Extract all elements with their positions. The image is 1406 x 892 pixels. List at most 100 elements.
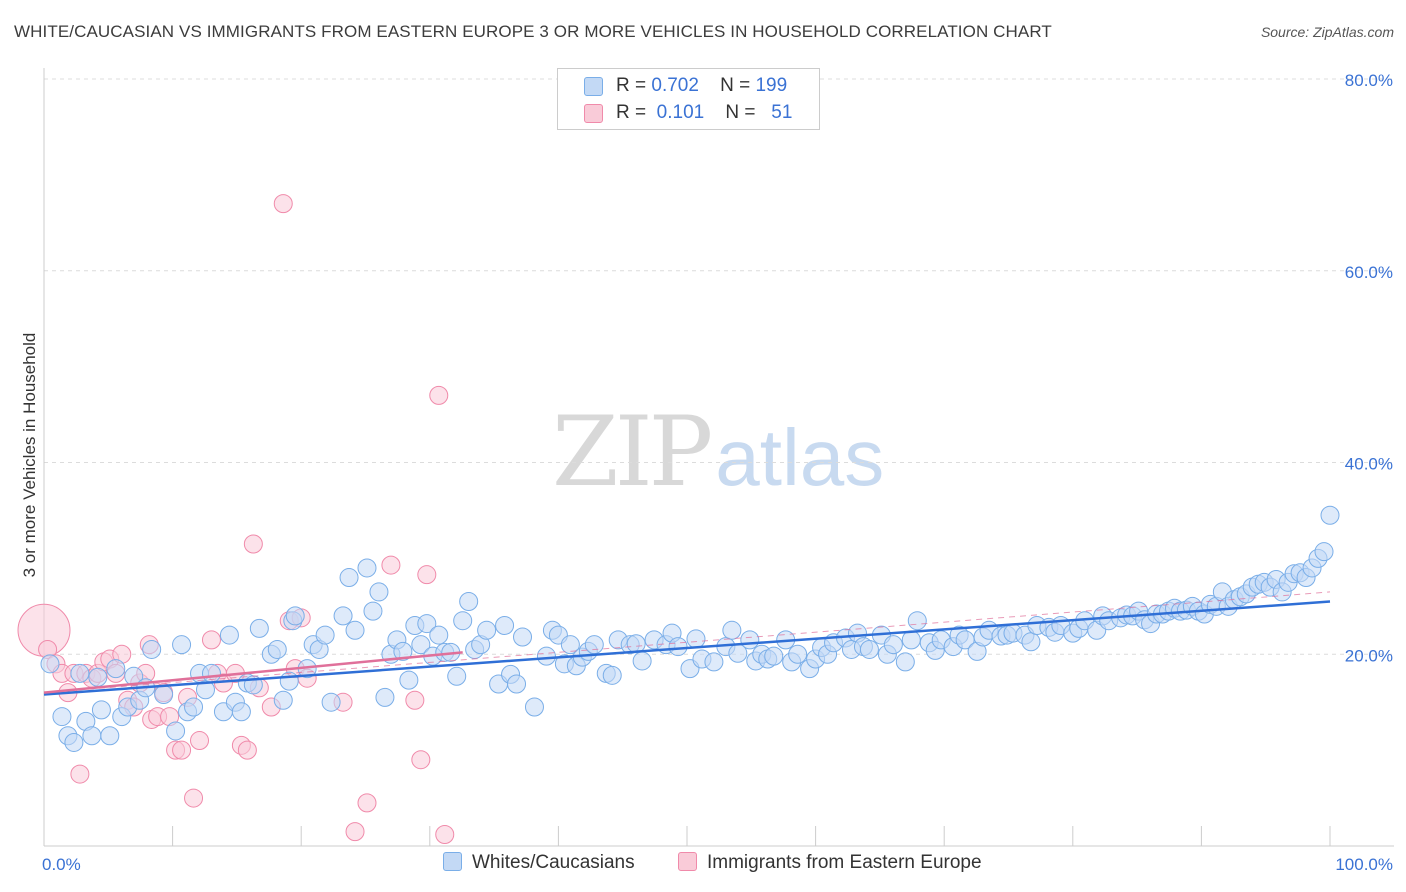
blue-point (764, 646, 784, 666)
blue-point (393, 641, 413, 661)
pink-point (381, 555, 401, 575)
pink-point (172, 740, 192, 760)
blue-point (399, 670, 419, 690)
blue-point (859, 639, 879, 659)
legend-n-label: N = (725, 102, 756, 123)
blue-point (166, 721, 186, 741)
pink-point (70, 764, 90, 784)
blue-point (321, 692, 341, 712)
blue-point (91, 700, 111, 720)
blue-point (369, 582, 389, 602)
blue-point (722, 620, 742, 640)
blue-point (88, 667, 108, 687)
blue-point (363, 601, 383, 621)
blue-point (447, 666, 467, 686)
pink-point (429, 385, 449, 405)
blue-point (459, 592, 479, 612)
pink-point (201, 630, 221, 650)
blue-point (524, 697, 544, 717)
legend-n-value: 199 (755, 75, 788, 96)
watermark-zip: ZIP (552, 396, 713, 508)
y-tick-label: 20.0% (1345, 646, 1393, 665)
blue-point (536, 646, 556, 666)
blue-point (477, 620, 497, 640)
pink-trend-extension (43, 591, 1331, 694)
chart-title: WHITE/CAUCASIAN VS IMMIGRANTS FROM EASTE… (14, 22, 1052, 41)
x-tick-label: 0.0% (42, 855, 81, 874)
blue-point (219, 625, 239, 645)
blue-point (333, 606, 353, 626)
bottom-legend-whites: Whites/Caucasians (443, 852, 635, 874)
pink-point (435, 824, 455, 844)
blue-point (315, 625, 335, 645)
blue-point (273, 690, 293, 710)
legend-r-label: R = (616, 102, 647, 123)
source-note: Source: ZipAtlas.com (1260, 24, 1394, 40)
blue-point (375, 687, 395, 707)
pink-point (405, 690, 425, 710)
pink-point (243, 534, 263, 554)
legend-n-label: N = (720, 75, 751, 96)
blue-point (231, 702, 251, 722)
blue-point (267, 639, 287, 659)
blue-point (249, 618, 269, 638)
blue-point (895, 652, 915, 672)
blue-point (584, 635, 604, 655)
blue-point (507, 674, 527, 694)
y-tick-label: 80.0% (1345, 71, 1393, 90)
blue-point (495, 615, 515, 635)
pink-point (273, 194, 293, 214)
blue-point (602, 665, 622, 685)
pink-trend-line (43, 651, 463, 694)
blue-point (345, 620, 365, 640)
blue-point (632, 651, 652, 671)
blue-point (1021, 632, 1041, 652)
pink-point (357, 793, 377, 813)
legend-label-immigrants: Immigrants from Eastern Europe (707, 852, 982, 873)
blue-point (172, 635, 192, 655)
blue-point (100, 726, 120, 746)
legend-r-label: R = (616, 75, 647, 96)
blue-point (668, 637, 688, 657)
blue-point (429, 625, 449, 645)
blue-point (70, 663, 90, 683)
legend-r-value: 0.101 (656, 102, 705, 123)
pink-point (184, 788, 204, 808)
y-tick-label: 40.0% (1345, 455, 1393, 474)
legend-label-whites: Whites/Caucasians (472, 852, 635, 873)
blue-point (64, 732, 84, 752)
blue-point (513, 627, 533, 647)
blue-point (453, 611, 473, 631)
blue-point (560, 635, 580, 655)
blue-point (357, 558, 377, 578)
legend-n-value: 51 (771, 102, 793, 123)
y-tick-label: 60.0% (1345, 263, 1393, 282)
blue-point (417, 614, 437, 634)
watermark-atlas: atlas (715, 413, 885, 502)
blue-point (82, 726, 102, 746)
blue-point (686, 629, 706, 649)
pink-point (417, 565, 437, 585)
blue-point (154, 685, 174, 705)
blue-point (1320, 505, 1340, 525)
blue-point (285, 606, 305, 626)
blue-point (279, 671, 299, 691)
pink-point (190, 731, 210, 751)
correlation-legend: R = 0.702 N = 199 R = 0.101 N = 51 (557, 68, 820, 130)
blue-point (40, 654, 60, 674)
bottom-legend-immigrants: Immigrants from Eastern Europe (678, 852, 982, 874)
legend-swatch-blue (443, 852, 462, 871)
blue-point (411, 635, 431, 655)
pink-point (411, 750, 431, 770)
pink-point (345, 822, 365, 842)
blue-point (883, 635, 903, 655)
legend-r-value: 0.702 (651, 75, 699, 96)
blue-point (106, 659, 126, 679)
x-tick-label: 100.0% (1335, 855, 1393, 874)
blue-trend-line (43, 600, 1331, 696)
blue-point (704, 652, 724, 672)
blue-point (740, 630, 760, 650)
pink-point (237, 740, 257, 760)
watermark: ZIPatlas (552, 404, 884, 501)
